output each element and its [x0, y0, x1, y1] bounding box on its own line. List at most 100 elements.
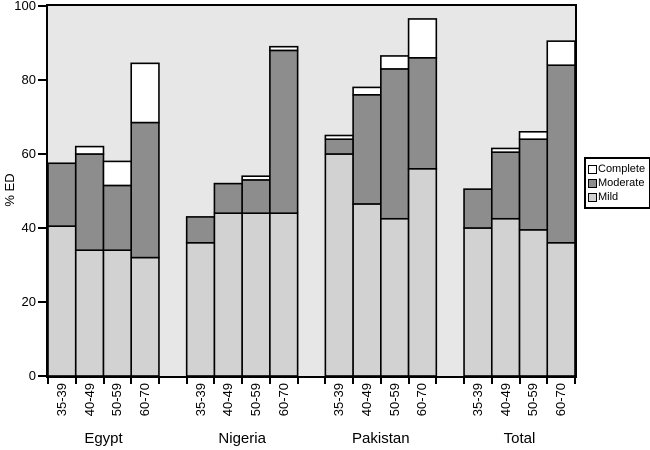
x-tick: [435, 378, 438, 384]
x-tick: [463, 378, 466, 384]
y-tick: [38, 227, 46, 229]
legend-label: Complete: [598, 163, 646, 175]
y-tick-label: 0: [28, 368, 36, 383]
legend-label: Moderate: [598, 177, 645, 189]
age-label: 60-70: [137, 383, 153, 417]
group-label-pakistan: Pakistan: [352, 430, 410, 447]
legend-swatch-mild: [588, 192, 597, 202]
bars-svg: [48, 18, 575, 376]
bar-segment-mild: [490, 217, 521, 376]
age-label: 60-70: [553, 383, 569, 417]
y-tick-label: 80: [21, 72, 36, 87]
bar-segment-mild: [463, 227, 493, 376]
x-tick: [546, 378, 549, 384]
y-tick-label: 60: [21, 146, 36, 161]
bar-segment-mild: [213, 212, 243, 376]
bar-segment-mild: [48, 225, 77, 376]
y-tick: [38, 375, 46, 377]
bar-segment-complete: [74, 145, 105, 155]
y-tick-label: 100: [14, 0, 36, 13]
bar-segment-moderate: [74, 153, 105, 251]
age-label: 35-39: [331, 383, 347, 417]
bar-segment-moderate: [352, 94, 382, 205]
bar-segment-mild: [241, 212, 271, 376]
bar-segment-mild: [185, 242, 216, 376]
bar-segment-mild: [352, 203, 382, 376]
legend: Complete Moderate Mild: [584, 157, 650, 209]
x-tick: [379, 378, 382, 384]
x-tick: [490, 378, 493, 384]
bar-segment-mild: [102, 249, 133, 376]
legend-label: Mild: [598, 191, 619, 203]
y-tick: [38, 301, 46, 303]
bar-segment-mild: [407, 168, 438, 376]
bar-segment-moderate: [185, 216, 216, 244]
bar-segment-complete: [269, 45, 299, 52]
bar-segment-moderate: [102, 184, 133, 251]
bar-segment-complete: [546, 40, 575, 67]
legend-item: Moderate: [588, 176, 648, 190]
x-tick: [407, 378, 410, 384]
bar-segment-complete: [352, 86, 382, 96]
bar-segment-moderate: [213, 182, 243, 215]
y-axis-title: % ED: [2, 173, 17, 207]
bar-segment-moderate: [48, 162, 77, 227]
bar-segment-moderate: [490, 151, 521, 220]
bar-segment-mild: [269, 212, 299, 376]
bar-segment-complete: [102, 160, 133, 187]
legend-item: Mild: [588, 190, 648, 204]
y-tick: [38, 5, 46, 7]
y-tick-label: 20: [21, 294, 36, 309]
bar-segment-mild: [518, 229, 549, 376]
x-tick: [241, 378, 244, 384]
x-tick: [102, 378, 105, 384]
age-label: 50-59: [109, 383, 125, 417]
bar-segment-moderate: [518, 138, 549, 231]
age-label: 40-49: [497, 383, 513, 417]
legend-swatch-complete: [588, 164, 597, 174]
legend-item: Complete: [588, 162, 648, 176]
bar-segment-moderate: [463, 188, 493, 229]
plot-area: [46, 4, 577, 378]
bar-segment-mild: [74, 249, 105, 376]
x-tick: [74, 378, 77, 384]
x-tick: [185, 378, 188, 384]
bar-segment-mild: [380, 217, 410, 376]
x-tick: [268, 378, 271, 384]
age-label: 60-70: [414, 383, 430, 417]
x-tick: [213, 378, 216, 384]
bar-segment-mild: [546, 242, 575, 376]
age-label: 40-49: [220, 383, 236, 417]
x-tick: [574, 378, 576, 384]
age-label: 40-49: [81, 383, 97, 417]
x-tick: [157, 378, 160, 384]
x-tick: [518, 378, 521, 384]
age-label: 35-39: [53, 383, 69, 417]
bar-segment-complete: [407, 18, 438, 59]
group-label-nigeria: Nigeria: [218, 430, 266, 447]
x-tick: [324, 378, 327, 384]
bar-segment-complete: [130, 62, 160, 124]
age-label: 50-59: [525, 383, 541, 417]
y-tick-label: 40: [21, 220, 36, 235]
y-tick: [38, 79, 46, 81]
age-label: 35-39: [469, 383, 485, 417]
group-label-egypt: Egypt: [84, 430, 123, 447]
x-tick: [130, 378, 133, 384]
bar-segment-moderate: [324, 138, 354, 155]
age-label: 50-59: [248, 383, 263, 417]
x-tick: [47, 378, 49, 384]
x-tick: [296, 378, 299, 384]
bar-segment-moderate: [546, 64, 575, 244]
bar-segment-moderate: [241, 179, 271, 214]
legend-swatch-moderate: [588, 178, 597, 188]
bar-segment-mild: [324, 153, 354, 376]
bar-segment-complete: [324, 134, 354, 141]
bar-segment-complete: [241, 175, 271, 181]
bar-segment-moderate: [130, 121, 160, 259]
bar-segment-moderate: [269, 49, 299, 215]
bar-segment-moderate: [407, 56, 438, 170]
y-tick: [38, 153, 46, 155]
bar-segment-mild: [130, 256, 160, 376]
